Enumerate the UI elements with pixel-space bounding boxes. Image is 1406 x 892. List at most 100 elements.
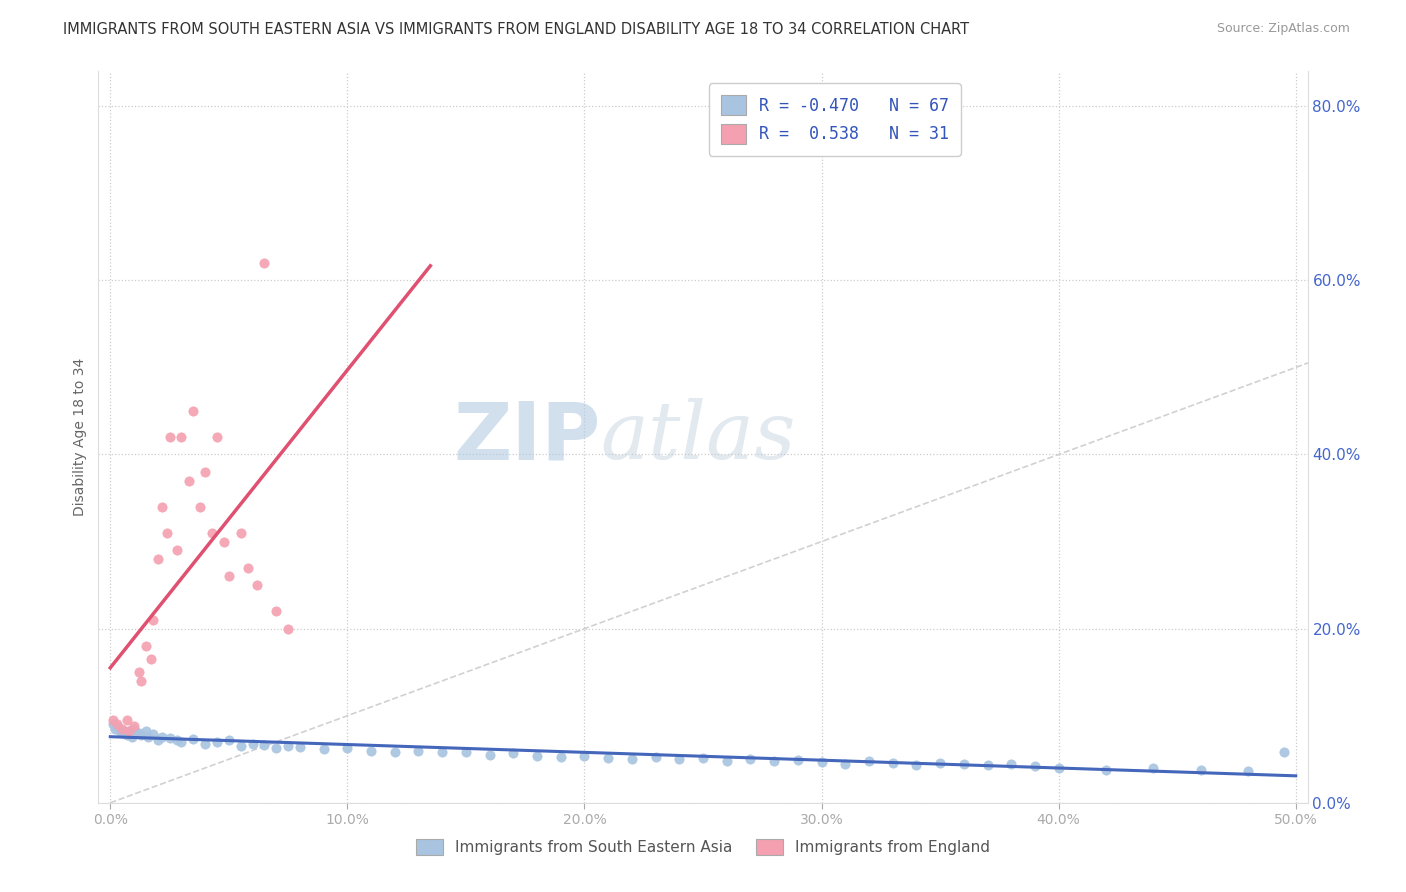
Point bbox=[229, 739, 252, 754]
Point bbox=[858, 754, 880, 768]
Point bbox=[253, 739, 276, 753]
Point bbox=[114, 723, 136, 738]
Point bbox=[129, 728, 152, 742]
Point bbox=[135, 724, 157, 739]
Point bbox=[1237, 764, 1260, 779]
Point bbox=[740, 752, 762, 766]
Point bbox=[218, 569, 240, 583]
Legend: Immigrants from South Eastern Asia, Immigrants from England: Immigrants from South Eastern Asia, Immi… bbox=[409, 833, 997, 861]
Point bbox=[264, 740, 287, 755]
Point bbox=[246, 578, 269, 592]
Point bbox=[105, 719, 128, 733]
Point bbox=[574, 748, 596, 763]
Point bbox=[122, 719, 145, 733]
Point bbox=[360, 743, 382, 757]
Point bbox=[432, 745, 454, 759]
Point bbox=[454, 745, 477, 759]
Point bbox=[929, 756, 952, 770]
Point bbox=[312, 741, 335, 756]
Point bbox=[104, 722, 127, 736]
Point bbox=[264, 604, 287, 618]
Point bbox=[810, 755, 832, 769]
Point bbox=[644, 749, 666, 764]
Point bbox=[668, 752, 690, 766]
Point bbox=[336, 740, 359, 755]
Point bbox=[159, 430, 181, 444]
Point bbox=[212, 534, 235, 549]
Point bbox=[277, 622, 299, 636]
Point bbox=[786, 753, 808, 767]
Point bbox=[976, 758, 998, 772]
Point bbox=[101, 713, 124, 727]
Point bbox=[118, 724, 141, 739]
Point bbox=[763, 754, 786, 768]
Point bbox=[142, 613, 165, 627]
Point bbox=[905, 758, 928, 772]
Point bbox=[952, 757, 974, 772]
Point bbox=[194, 737, 217, 751]
Point bbox=[277, 739, 299, 754]
Point bbox=[1095, 763, 1118, 777]
Point bbox=[384, 745, 406, 759]
Point bbox=[1142, 761, 1164, 775]
Point bbox=[166, 733, 188, 747]
Point bbox=[156, 525, 179, 540]
Point bbox=[201, 525, 224, 540]
Point bbox=[1047, 761, 1070, 775]
Point bbox=[146, 552, 169, 566]
Point bbox=[159, 731, 181, 746]
Point bbox=[882, 756, 904, 770]
Point bbox=[177, 474, 200, 488]
Point bbox=[288, 740, 311, 755]
Point bbox=[101, 717, 124, 731]
Point bbox=[152, 731, 174, 745]
Point bbox=[478, 747, 501, 762]
Point bbox=[550, 749, 572, 764]
Point bbox=[205, 735, 228, 749]
Point bbox=[692, 751, 714, 765]
Point bbox=[1024, 759, 1046, 773]
Point bbox=[1272, 745, 1295, 759]
Y-axis label: Disability Age 18 to 34: Disability Age 18 to 34 bbox=[73, 358, 87, 516]
Point bbox=[170, 430, 193, 444]
Point bbox=[408, 743, 430, 757]
Point bbox=[620, 752, 643, 766]
Point bbox=[205, 430, 228, 444]
Point bbox=[121, 731, 143, 745]
Point bbox=[118, 724, 141, 739]
Text: IMMIGRANTS FROM SOUTH EASTERN ASIA VS IMMIGRANTS FROM ENGLAND DISABILITY AGE 18 : IMMIGRANTS FROM SOUTH EASTERN ASIA VS IM… bbox=[63, 22, 969, 37]
Point bbox=[526, 748, 548, 763]
Point bbox=[129, 673, 152, 688]
Point bbox=[142, 727, 165, 741]
Point bbox=[190, 500, 212, 514]
Point bbox=[122, 722, 145, 736]
Point bbox=[598, 750, 620, 764]
Point bbox=[236, 560, 259, 574]
Point bbox=[146, 733, 169, 747]
Point bbox=[166, 543, 188, 558]
Point bbox=[170, 735, 193, 749]
Point bbox=[1189, 763, 1212, 777]
Point bbox=[105, 717, 128, 731]
Point bbox=[115, 728, 138, 742]
Point bbox=[135, 639, 157, 653]
Point bbox=[716, 754, 738, 768]
Point bbox=[253, 256, 276, 270]
Point bbox=[834, 756, 856, 771]
Point bbox=[502, 746, 524, 760]
Point bbox=[128, 665, 150, 680]
Point bbox=[218, 733, 240, 747]
Point bbox=[115, 713, 138, 727]
Point bbox=[1000, 757, 1022, 772]
Text: Source: ZipAtlas.com: Source: ZipAtlas.com bbox=[1216, 22, 1350, 36]
Point bbox=[181, 732, 204, 747]
Point bbox=[128, 726, 150, 740]
Point bbox=[194, 465, 217, 479]
Point bbox=[229, 525, 252, 540]
Text: ZIP: ZIP bbox=[453, 398, 600, 476]
Point bbox=[242, 737, 264, 751]
Point bbox=[111, 726, 134, 740]
Point bbox=[108, 724, 131, 739]
Point bbox=[181, 404, 204, 418]
Text: atlas: atlas bbox=[600, 399, 796, 475]
